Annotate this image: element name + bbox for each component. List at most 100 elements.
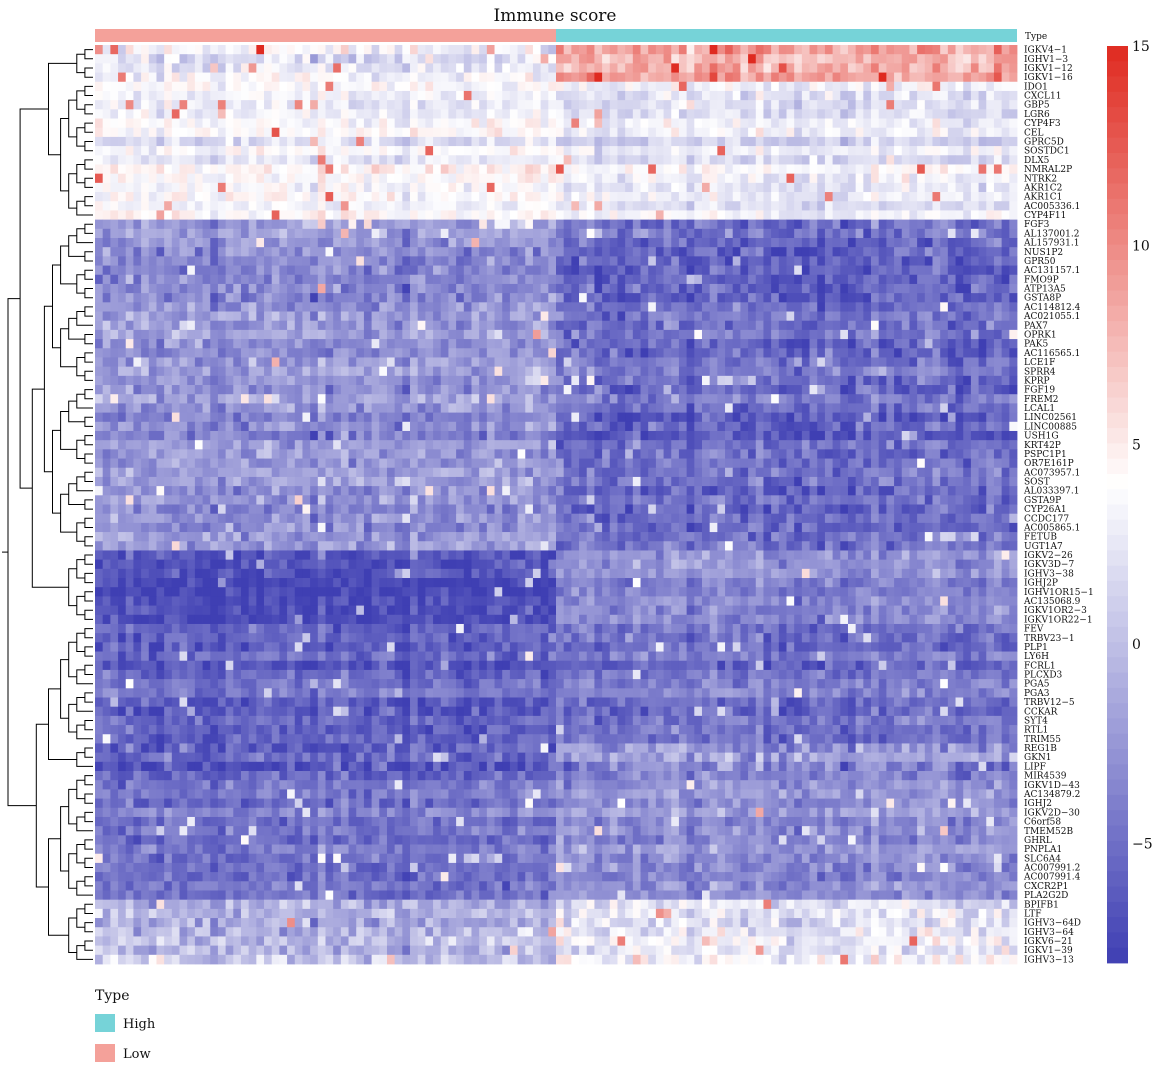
heatmap-cell	[394, 403, 403, 413]
heatmap-cell	[402, 394, 411, 404]
heatmap-cell	[102, 274, 111, 285]
heatmap-cell	[817, 146, 826, 156]
heatmap-cell	[771, 329, 780, 340]
heatmap-cell	[709, 109, 718, 119]
heatmap-cell	[748, 302, 757, 312]
heatmap-cell	[179, 173, 188, 184]
heatmap-cell	[141, 118, 150, 129]
heatmap-cell	[625, 164, 634, 175]
heatmap-cell	[402, 247, 411, 257]
dendrogram-branch	[31, 388, 69, 588]
heatmap-cell	[878, 394, 887, 404]
heatmap-cell	[947, 90, 956, 101]
heatmap-cell	[732, 403, 741, 413]
heatmap-cell	[878, 182, 887, 193]
heatmap-cell	[817, 210, 826, 221]
heatmap-cell	[648, 136, 657, 147]
heatmap-cell	[502, 357, 511, 368]
heatmap-cell	[433, 146, 442, 156]
heatmap-cell	[847, 394, 857, 404]
heatmap-cell	[287, 146, 296, 156]
heatmap-cell	[141, 90, 150, 101]
heatmap-cell	[118, 247, 127, 257]
heatmap-cell	[133, 173, 142, 184]
heatmap-cell	[486, 247, 495, 257]
heatmap-cell	[809, 385, 818, 395]
heatmap-cell	[878, 136, 887, 147]
heatmap-cell	[986, 109, 995, 119]
heatmap-cell	[717, 201, 726, 211]
heatmap-cell	[479, 146, 488, 156]
heatmap-cell	[763, 192, 772, 202]
heatmap-cell	[294, 394, 303, 404]
heatmap-cell	[133, 320, 142, 331]
heatmap-cell	[655, 45, 664, 55]
heatmap-cell	[333, 182, 342, 193]
heatmap-cell	[970, 45, 979, 55]
heatmap-cell	[433, 293, 442, 303]
dendrogram-branch	[84, 370, 93, 381]
heatmap-cell	[110, 127, 119, 138]
heatmap-cell	[1009, 274, 1018, 285]
heatmap-cell	[348, 357, 357, 368]
heatmap-cell	[148, 385, 157, 395]
heatmap-cell	[340, 302, 349, 312]
dendrogram-branch	[84, 793, 93, 804]
heatmap-cell	[532, 118, 542, 129]
heatmap-cell	[771, 339, 780, 349]
heatmap-cell	[194, 136, 203, 147]
heatmap-cell	[878, 339, 887, 349]
heatmap-cell	[517, 274, 526, 285]
heatmap-cell	[955, 164, 964, 175]
heatmap-cell	[625, 81, 634, 92]
heatmap-cell	[655, 109, 664, 119]
heatmap-cell	[302, 127, 311, 138]
heatmap-cell	[556, 63, 565, 73]
heatmap-cell	[302, 118, 311, 129]
heatmap-cell	[640, 375, 649, 386]
heatmap-cell	[248, 118, 257, 129]
heatmap-cell	[202, 293, 211, 303]
heatmap-cell	[356, 210, 365, 221]
heatmap-cell	[763, 394, 772, 404]
heatmap-cell	[894, 256, 903, 266]
heatmap-cell	[456, 72, 465, 83]
heatmap-cell	[840, 247, 849, 257]
heatmap-cell	[217, 63, 227, 73]
heatmap-cell	[625, 201, 634, 211]
heatmap-cell	[110, 237, 119, 248]
heatmap-cell	[963, 81, 972, 92]
heatmap-cell	[671, 118, 680, 129]
heatmap-cell	[579, 219, 588, 230]
heatmap-cell	[694, 45, 703, 55]
heatmap-cell	[701, 329, 711, 340]
heatmap-cell	[894, 72, 903, 83]
heatmap-cell	[410, 219, 419, 230]
heatmap-cell	[924, 247, 933, 257]
heatmap-cell	[279, 192, 288, 202]
heatmap-cell	[348, 375, 357, 386]
dendrogram-branch	[84, 269, 93, 280]
heatmap-cell	[586, 72, 595, 83]
heatmap-cell	[932, 155, 941, 165]
heatmap-cell	[763, 90, 772, 101]
heatmap-cell	[901, 237, 910, 248]
heatmap-cell	[279, 237, 288, 248]
heatmap-cell	[855, 155, 864, 165]
heatmap-cell	[625, 403, 634, 413]
heatmap-cell	[317, 63, 326, 73]
heatmap-cell	[279, 155, 288, 165]
heatmap-cell	[340, 357, 349, 368]
heatmap-cell	[525, 237, 534, 248]
heatmap-cell	[233, 228, 242, 239]
heatmap-cell	[709, 63, 718, 73]
heatmap-cell	[325, 311, 334, 322]
heatmap-cell	[824, 109, 833, 119]
heatmap-cell	[225, 412, 234, 423]
heatmap-cell	[217, 339, 227, 349]
heatmap-cell	[847, 320, 857, 331]
heatmap-cell	[824, 192, 833, 202]
heatmap-cell	[871, 182, 880, 193]
heatmap-cell	[794, 311, 803, 322]
heatmap-cell	[548, 348, 557, 358]
